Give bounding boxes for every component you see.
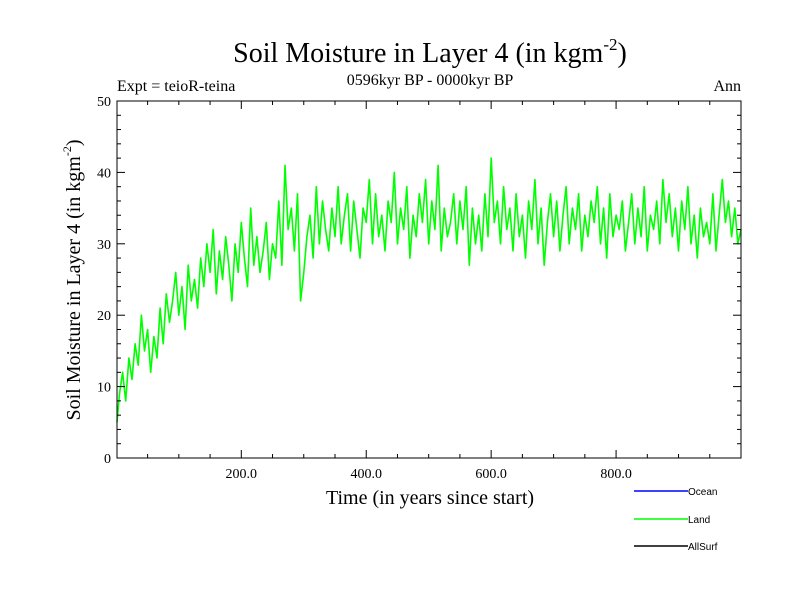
series-line-land — [116, 157, 742, 423]
season-label: Ann — [713, 78, 741, 95]
y-axis-label: Soil Moisture in Layer 4 (in kgm-2) — [60, 139, 85, 420]
x-axis-label: Time (in years since start) — [326, 487, 534, 509]
plot-frame — [116, 100, 742, 459]
ticks-layer: 0 10 20 30 40 50 200.0 400.0 600.0 800.0 — [97, 95, 741, 482]
y-tick-label: 0 — [104, 452, 111, 467]
x-tick-label: 400.0 — [350, 467, 382, 482]
chart-subtitle: 0596kyr BP - 0000kyr BP — [347, 72, 514, 89]
y-tick-label: 50 — [97, 95, 111, 110]
x-tick-label: 800.0 — [600, 467, 632, 482]
y-tick-label: 10 — [97, 381, 111, 396]
legend-label-land: Land — [688, 515, 710, 526]
y-tick-label: 20 — [97, 309, 111, 324]
series-layer — [116, 157, 742, 423]
y-axis-label-superscript: -2 — [60, 146, 74, 156]
chart-title: Soil Moisture in Layer 4 (in kgm-2) — [233, 35, 627, 69]
x-tick-label: 600.0 — [475, 467, 507, 482]
legend-label-ocean: Ocean — [688, 487, 717, 498]
x-tick-label: 200.0 — [226, 467, 258, 482]
legend: Ocean Land AllSurf — [634, 487, 718, 553]
y-tick-label: 30 — [97, 238, 111, 253]
chart-title-superscript: -2 — [603, 35, 617, 54]
legend-label-allsurf: AllSurf — [688, 542, 718, 553]
y-tick-label: 40 — [97, 166, 111, 181]
expt-label: Expt = teioR-teina — [117, 78, 235, 95]
